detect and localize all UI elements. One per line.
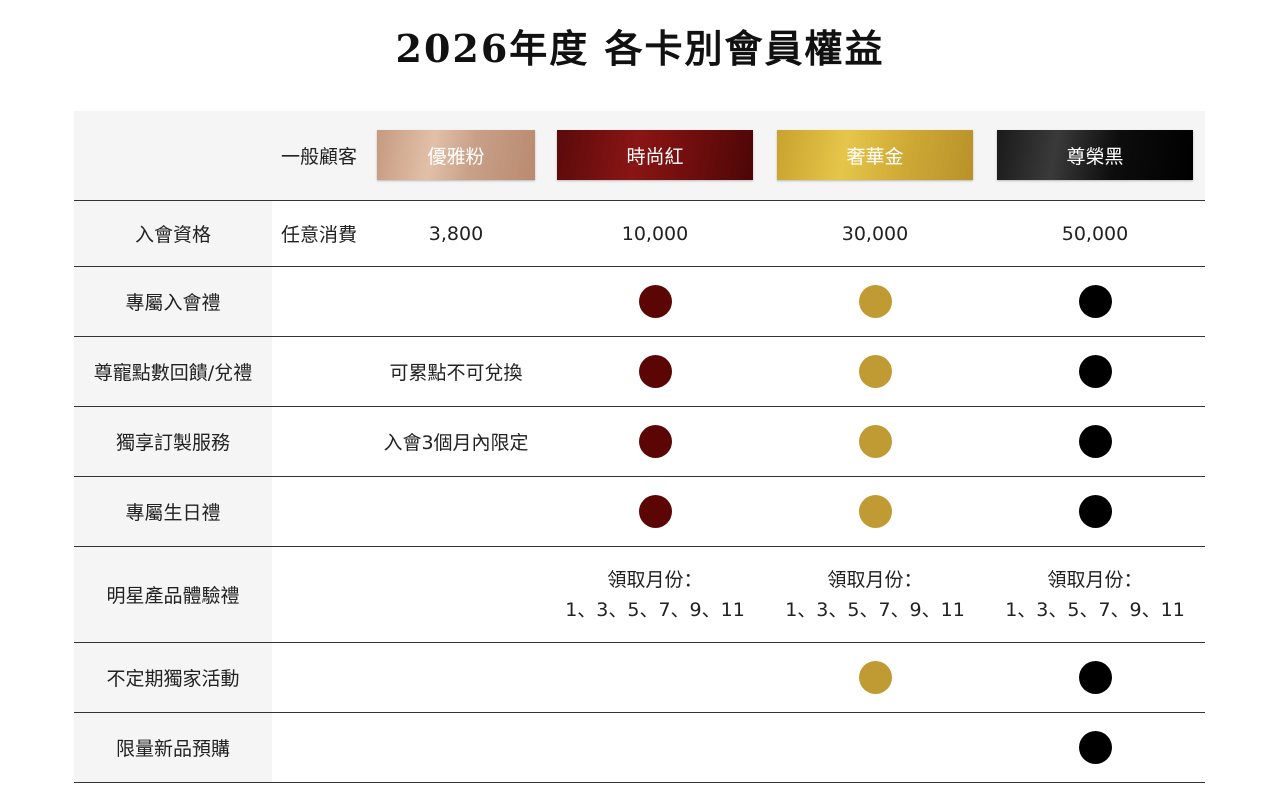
table-row-points: 尊寵點數回饋/兌禮 可累點不可兌換	[74, 337, 1205, 407]
welcome-gift-red	[557, 267, 753, 336]
points-red	[557, 337, 753, 406]
welcome-gift-gold	[777, 267, 973, 336]
table-row-birthday-gift: 專屬生日禮	[74, 477, 1205, 547]
gold-dot-icon	[858, 425, 892, 458]
row-label: 專屬入會禮	[74, 267, 272, 336]
welcome-gift-black	[997, 267, 1193, 336]
exclusive-events-red	[557, 643, 753, 712]
row-label: 入會資格	[74, 201, 272, 266]
exclusive-events-black	[997, 643, 1193, 712]
red-dot-icon	[638, 425, 672, 458]
red-dot-icon	[638, 355, 672, 388]
benefit-table: 一般顧客 優雅粉 時尚紅 奢華金 尊榮黑 入會資格 任意消費 3,800 10,…	[74, 111, 1205, 783]
row-label: 明星產品體驗禮	[74, 547, 272, 642]
gold-dot-icon	[858, 495, 892, 528]
black-dot-icon	[1078, 731, 1112, 764]
eligibility-general: 任意消費	[280, 224, 357, 246]
trial-gift-gold: 領取月份： 1、3、5、7、9、11	[777, 547, 973, 642]
month-label: 領取月份：	[827, 568, 923, 591]
points-black	[997, 337, 1193, 406]
table-row-eligibility: 入會資格 任意消費 3,800 10,000 30,000 50,000	[74, 201, 1205, 267]
points-note: 可累點不可兌換	[389, 362, 523, 384]
row-label: 限量新品預購	[74, 713, 272, 782]
eligibility-pink: 3,800	[428, 222, 484, 245]
row-label: 尊寵點數回饋/兌禮	[74, 337, 272, 406]
custom-service-note: 入會3個月內限定	[383, 432, 529, 454]
black-dot-icon	[1078, 285, 1112, 318]
limited-preorder-black	[997, 713, 1193, 782]
month-label: 領取月份：	[607, 568, 703, 591]
gold-dot-icon	[858, 661, 892, 694]
tier-badge-red: 時尚紅	[557, 130, 753, 180]
table-row-limited-preorder: 限量新品預購	[74, 713, 1205, 783]
table-row-welcome-gift: 專屬入會禮	[74, 267, 1205, 337]
general-customer-header: 一般顧客	[280, 145, 357, 168]
trial-gift-red: 領取月份： 1、3、5、7、9、11	[557, 547, 753, 642]
row-label: 專屬生日禮	[74, 477, 272, 546]
month-list: 1、3、5、7、9、11	[1005, 598, 1185, 621]
eligibility-red: 10,000	[621, 222, 689, 245]
limited-preorder-red	[557, 713, 753, 782]
custom-service-red	[557, 407, 753, 476]
table-row-trial-gift: 明星產品體驗禮 領取月份： 1、3、5、7、9、11 領取月份： 1、3、5、7…	[74, 547, 1205, 643]
tier-badge-pink: 優雅粉	[377, 130, 535, 180]
month-label: 領取月份：	[1047, 568, 1143, 591]
gold-dot-icon	[858, 355, 892, 388]
table-row-exclusive-events: 不定期獨家活動	[74, 643, 1205, 713]
black-dot-icon	[1078, 661, 1112, 694]
tier-badge-black: 尊榮黑	[997, 130, 1193, 180]
black-dot-icon	[1078, 495, 1112, 528]
eligibility-black: 50,000	[1061, 222, 1129, 245]
birthday-gift-red	[557, 477, 753, 546]
month-list: 1、3、5、7、9、11	[565, 598, 745, 621]
black-dot-icon	[1078, 355, 1112, 388]
eligibility-gold: 30,000	[841, 222, 909, 245]
birthday-gift-black	[997, 477, 1193, 546]
red-dot-icon	[638, 285, 672, 318]
custom-service-gold	[777, 407, 973, 476]
tier-badge-gold: 奢華金	[777, 130, 973, 180]
points-gold	[777, 337, 973, 406]
limited-preorder-gold	[777, 713, 973, 782]
birthday-gift-gold	[777, 477, 973, 546]
month-list: 1、3、5、7、9、11	[785, 598, 965, 621]
gold-dot-icon	[858, 285, 892, 318]
table-row-custom-service: 獨享訂製服務 入會3個月內限定	[74, 407, 1205, 477]
row-label: 獨享訂製服務	[74, 407, 272, 476]
black-dot-icon	[1078, 425, 1112, 458]
table-header-row: 一般顧客 優雅粉 時尚紅 奢華金 尊榮黑	[74, 111, 1205, 201]
trial-gift-black: 領取月份： 1、3、5、7、9、11	[997, 547, 1193, 642]
red-dot-icon	[638, 495, 672, 528]
exclusive-events-gold	[777, 643, 973, 712]
row-label: 不定期獨家活動	[74, 643, 272, 712]
page-title: 2026年度 各卡別會員權益	[395, 26, 885, 71]
custom-service-black	[997, 407, 1193, 476]
